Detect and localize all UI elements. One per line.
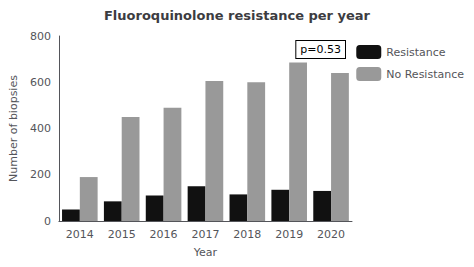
svg-text:2016: 2016 <box>150 228 178 241</box>
svg-text:2017: 2017 <box>191 228 219 241</box>
svg-text:0: 0 <box>44 215 51 228</box>
svg-text:2014: 2014 <box>66 228 94 241</box>
svg-text:2020: 2020 <box>317 228 345 241</box>
svg-text:2018: 2018 <box>233 228 261 241</box>
svg-text:400: 400 <box>30 122 51 135</box>
svg-text:No Resistance: No Resistance <box>386 68 464 81</box>
svg-text:p=0.53: p=0.53 <box>300 43 341 56</box>
svg-text:800: 800 <box>30 30 51 43</box>
svg-text:Resistance: Resistance <box>386 46 446 59</box>
svg-text:2019: 2019 <box>275 228 303 241</box>
svg-text:Year: Year <box>193 246 218 259</box>
svg-text:200: 200 <box>30 168 51 181</box>
svg-text:Number of biopsies: Number of biopsies <box>7 75 20 182</box>
svg-text:600: 600 <box>30 76 51 89</box>
svg-text:2015: 2015 <box>108 228 136 241</box>
svg-text:Fluoroquinolone resistance per: Fluoroquinolone resistance per year <box>104 8 371 23</box>
